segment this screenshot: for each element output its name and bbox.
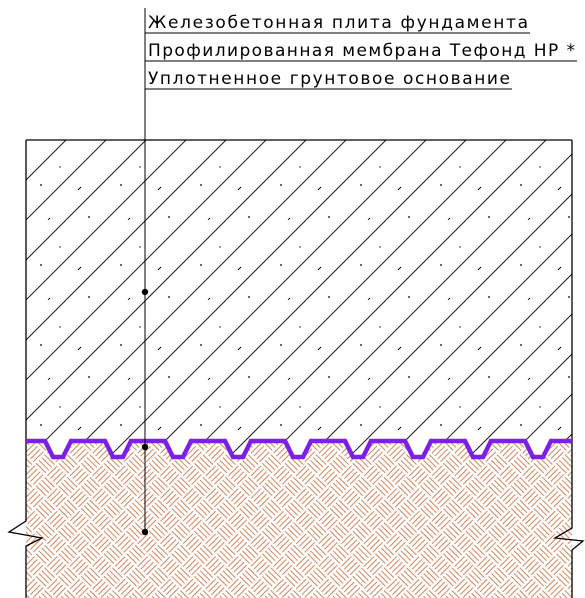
soil-base-hatch bbox=[26, 441, 572, 598]
leader-dot-slab bbox=[141, 288, 149, 296]
concrete-slab-hatch bbox=[26, 140, 572, 457]
membrane-profile bbox=[26, 438, 572, 460]
soil-base bbox=[26, 441, 572, 598]
left-edge-break-line bbox=[7, 140, 45, 598]
right-edge-break-line bbox=[552, 140, 585, 598]
leader-dot-membrane bbox=[141, 443, 149, 451]
label-slab: Железобетонная плита фундамента bbox=[148, 13, 528, 33]
leader-dot-soil bbox=[141, 528, 149, 536]
label-membrane: Профилированная мембрана Тефонд HP * bbox=[148, 41, 575, 61]
concrete-slab bbox=[26, 140, 572, 457]
label-soil: Уплотненное грунтовое основание bbox=[148, 69, 510, 89]
callout-labels: Железобетонная плита фундамента Профилир… bbox=[145, 13, 577, 90]
